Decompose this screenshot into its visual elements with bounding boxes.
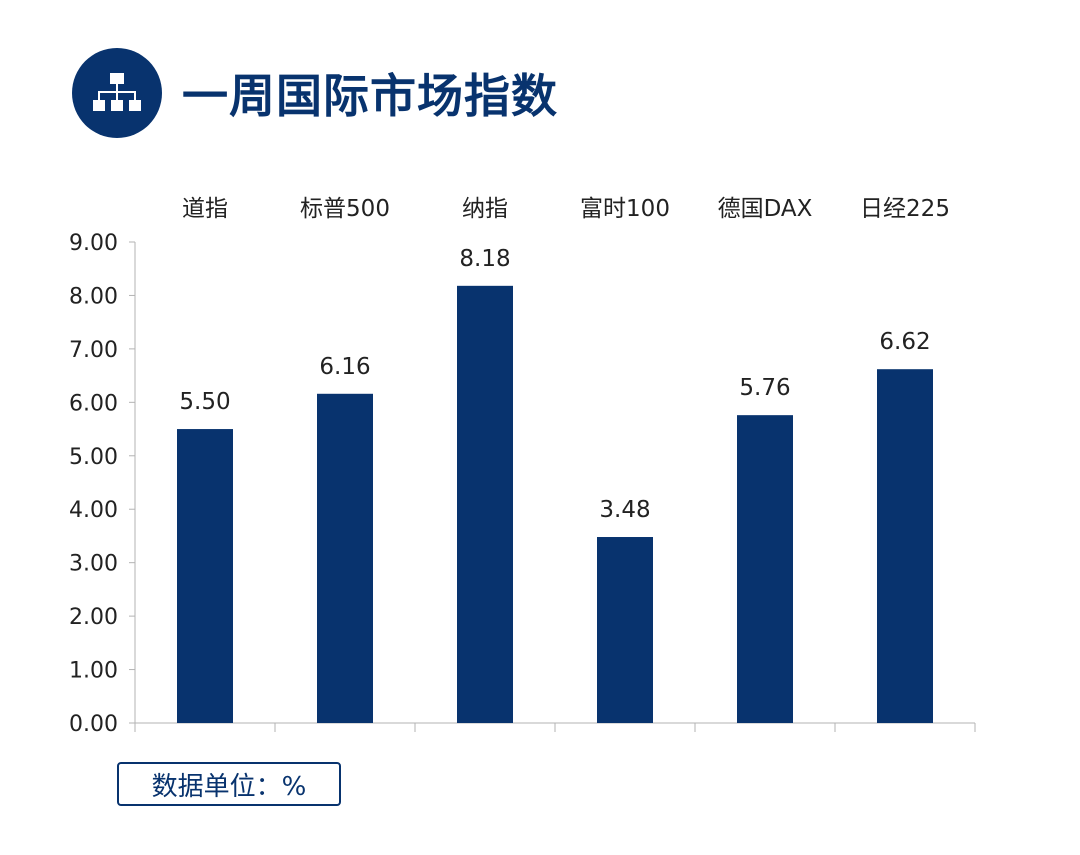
category-label: 标普500 (300, 196, 390, 222)
bar-1 (177, 429, 233, 723)
data-label: 6.16 (319, 354, 370, 380)
bar-5 (737, 415, 793, 723)
data-label: 8.18 (459, 246, 510, 272)
y-tick-label: 2.00 (69, 605, 118, 630)
data-label: 6.62 (879, 329, 930, 355)
bar-3 (457, 285, 513, 723)
category-label: 纳指 (462, 196, 508, 222)
data-label: 5.76 (739, 375, 790, 401)
y-tick-label: 0.00 (69, 712, 118, 737)
data-label: 3.48 (599, 497, 650, 523)
y-tick-label: 9.00 (69, 231, 118, 256)
y-tick-label: 6.00 (69, 391, 118, 416)
data-label: 5.50 (179, 389, 230, 415)
category-label: 德国DAX (718, 196, 813, 222)
y-tick-label: 5.00 (69, 445, 118, 470)
category-label: 日经225 (860, 196, 950, 222)
category-label: 富时100 (580, 196, 670, 222)
unit-label: 数据单位：% (117, 762, 341, 806)
bar-4 (597, 537, 653, 723)
y-tick-label: 8.00 (69, 284, 118, 309)
y-tick-label: 1.00 (69, 659, 118, 684)
page-title: 一周国际市场指数 (182, 69, 558, 123)
y-tick-label: 3.00 (69, 552, 118, 577)
bar-6 (877, 369, 933, 723)
header: 一周国际市场指数 (72, 48, 558, 138)
y-tick-label: 4.00 (69, 498, 118, 523)
bar-2 (317, 393, 373, 723)
y-tick-label: 7.00 (69, 338, 118, 363)
category-label: 道指 (182, 196, 228, 222)
org-chart-icon (72, 48, 162, 138)
